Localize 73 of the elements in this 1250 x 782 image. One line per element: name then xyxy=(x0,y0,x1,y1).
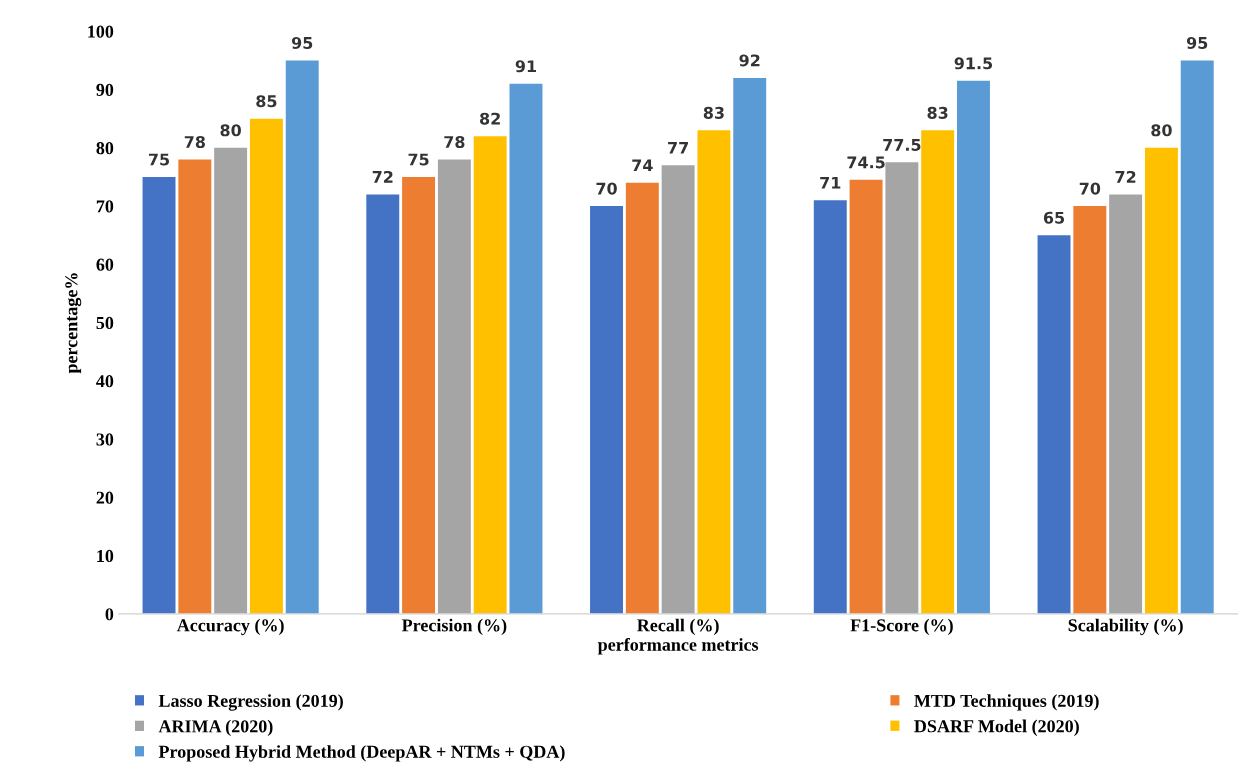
bar xyxy=(590,206,623,614)
data-label: 91 xyxy=(515,60,536,73)
data-label: 75 xyxy=(408,153,429,166)
data-label: 74.5 xyxy=(847,156,885,169)
y-tick-label: 30 xyxy=(96,433,114,446)
data-label: 77.5 xyxy=(883,139,921,151)
data-label: 80 xyxy=(1151,124,1172,137)
bar xyxy=(733,77,767,614)
bar xyxy=(697,130,731,614)
bar xyxy=(921,130,955,614)
bar xyxy=(1180,60,1214,614)
y-tick-label: 50 xyxy=(96,316,114,330)
bar xyxy=(1109,194,1143,614)
y-tick-label: 90 xyxy=(96,83,114,96)
y-tick-label: 70 xyxy=(96,200,114,213)
data-label: 74 xyxy=(632,159,653,172)
y-axis-title: percentage% xyxy=(65,273,82,374)
data-label: 70 xyxy=(1079,182,1101,195)
bar xyxy=(214,147,248,614)
legend-label: DSARF Model (2020) xyxy=(914,719,1079,736)
data-label: 91.5 xyxy=(954,57,993,70)
data-label: 75 xyxy=(148,153,170,166)
bar xyxy=(402,176,436,614)
bar xyxy=(849,179,883,614)
x-axis-title: performance metrics xyxy=(597,637,759,655)
data-label: 70 xyxy=(596,182,617,195)
data-label: 82 xyxy=(480,112,500,125)
y-tick-label: 60 xyxy=(96,258,114,271)
y-tick-label: 40 xyxy=(96,375,114,388)
data-label: 71 xyxy=(820,176,841,189)
legend-label: ARIMA (2020) xyxy=(158,719,273,737)
data-label: 92 xyxy=(739,54,760,67)
x-tick-label: F1-Score (%) xyxy=(850,618,953,636)
bar xyxy=(437,159,471,614)
bar xyxy=(813,200,847,614)
bar xyxy=(661,165,695,614)
bar xyxy=(885,162,919,614)
x-tick-label: Scalability (%) xyxy=(1068,618,1183,636)
data-label: 72 xyxy=(1115,170,1136,183)
data-label: 95 xyxy=(291,36,313,49)
bar xyxy=(1144,147,1178,614)
data-label: 95 xyxy=(1186,36,1208,49)
bar xyxy=(1037,235,1071,614)
data-label: 85 xyxy=(256,95,277,108)
data-label: 77 xyxy=(668,141,688,154)
y-tick-label: 80 xyxy=(96,142,114,155)
bar xyxy=(366,194,400,614)
data-label: 83 xyxy=(927,106,948,119)
data-label: 83 xyxy=(703,106,724,119)
bar xyxy=(178,159,212,614)
bar xyxy=(625,182,659,614)
data-label: 80 xyxy=(220,124,241,137)
data-label: 78 xyxy=(444,135,465,149)
data-label: 78 xyxy=(184,135,205,149)
y-tick-label: 100 xyxy=(88,25,114,38)
data-label: 65 xyxy=(1043,211,1065,224)
bar xyxy=(509,83,543,614)
legend-label: Proposed Hybrid Method (DeepAR + NTMs + QDA) xyxy=(158,745,565,762)
bar xyxy=(1073,206,1107,614)
legend-label: Lasso Regression (2019) xyxy=(158,694,343,711)
bar xyxy=(285,60,319,614)
bar xyxy=(142,176,176,614)
data-label: 72 xyxy=(372,170,393,183)
x-tick-label: Recall (%) xyxy=(637,618,719,636)
x-tick-label: Accuracy (%) xyxy=(176,618,284,636)
bar xyxy=(957,80,990,614)
legend-label: MTD Techniques (2019) xyxy=(914,694,1099,711)
bar xyxy=(249,118,283,614)
bar xyxy=(473,136,507,614)
y-tick-label: 20 xyxy=(96,491,114,504)
x-tick-label: Precision (%) xyxy=(401,618,507,636)
y-tick-label: 10 xyxy=(97,549,114,563)
y-tick-label: 0 xyxy=(105,608,114,621)
